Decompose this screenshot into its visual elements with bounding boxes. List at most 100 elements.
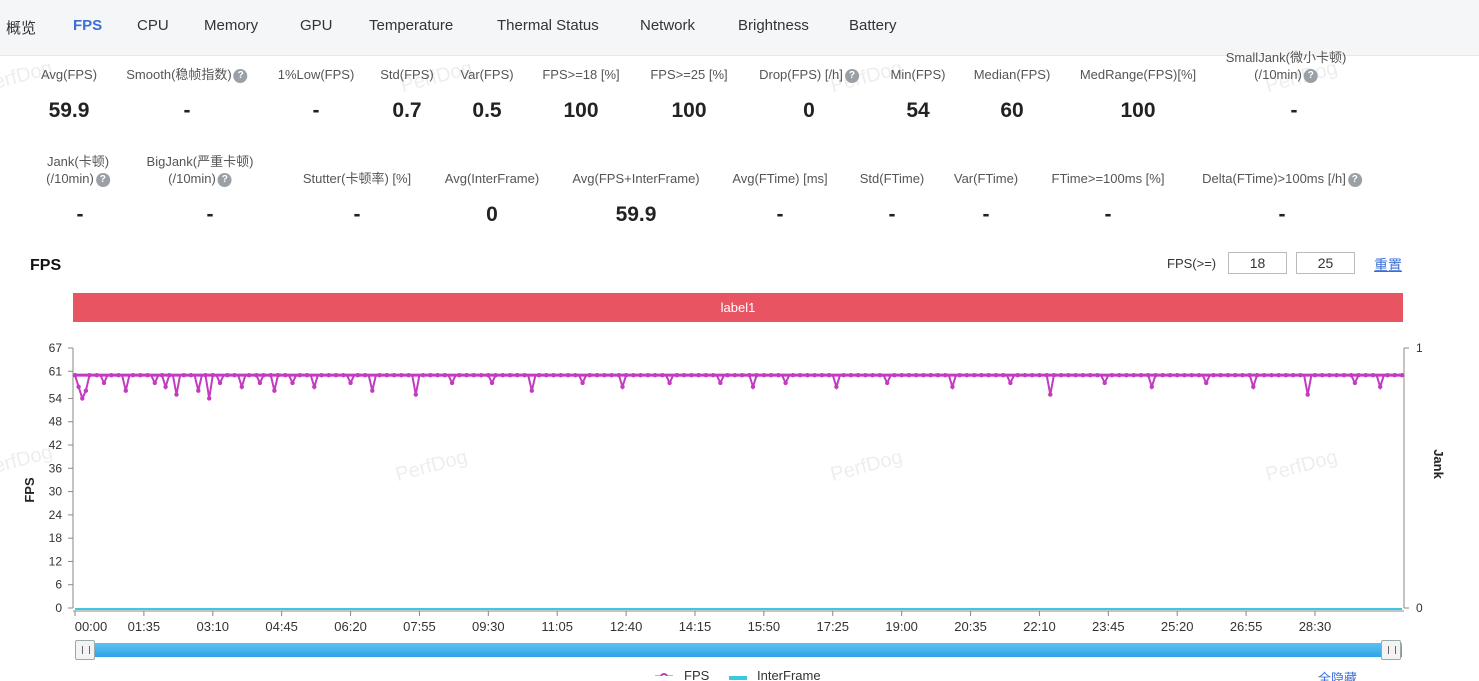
metric-value-ftime-ge-100ms: -: [1104, 203, 1112, 226]
fps-point: [1269, 373, 1274, 378]
tab-battery[interactable]: Battery: [849, 17, 897, 34]
metric-label-drop-fps: Drop(FPS) [/h]?: [759, 66, 859, 83]
fps-point: [1167, 373, 1173, 378]
tab-thermal-status[interactable]: Thermal Status: [497, 17, 599, 34]
metric-value-jank: -: [76, 203, 84, 226]
tab-gpu[interactable]: GPU: [300, 17, 333, 34]
fps-point: [616, 373, 622, 378]
fps-point: [1117, 373, 1122, 378]
tab-network[interactable]: Network: [640, 17, 696, 34]
fps-chart[interactable]: 67 61 54 48 42 36 30 24 18 12 6 0 1 0 00:00 01:35 03:10…: [0, 330, 1479, 635]
hide-all-button[interactable]: 全隐藏: [1318, 671, 1358, 681]
help-icon[interactable]: ?: [1347, 173, 1362, 187]
threshold-input-2[interactable]: [1296, 252, 1355, 274]
metric-label-avg-fps-interframe: Avg(FPS+InterFrame): [572, 171, 700, 186]
fps-point: [1305, 392, 1310, 397]
fps-point: [1204, 380, 1209, 386]
fps-point: [83, 388, 89, 393]
x-tick-label: 09:30: [472, 619, 505, 634]
legend-item-interframe[interactable]: InterFrame: [757, 668, 821, 681]
fps-point: [72, 373, 78, 378]
fps-point: [1225, 373, 1231, 378]
x-tick-label: 25:20: [1161, 619, 1194, 634]
label-band[interactable]: label1: [73, 293, 1403, 322]
fps-point: [986, 373, 991, 378]
fps-point: [899, 373, 904, 378]
metric-label-avg-ftime: Avg(FTime) [ms]: [732, 171, 828, 186]
fps-point: [587, 373, 592, 378]
fps-point: [696, 373, 701, 378]
metric-label-fps-ge-25: FPS>=25 [%]: [650, 67, 728, 82]
x-tick-label: 26:55: [1230, 619, 1263, 634]
fps-point: [689, 373, 694, 378]
x-tick-label: 19:00: [885, 619, 918, 634]
fps-point: [1356, 373, 1361, 378]
y-tick-label: 6: [55, 578, 62, 592]
slider-handle-left[interactable]: [75, 640, 95, 660]
fps-point: [631, 373, 636, 378]
fps-point: [841, 373, 846, 378]
fps-point: [1149, 384, 1155, 389]
fps-point: [257, 380, 263, 386]
fps-point: [921, 373, 926, 378]
metric-value-std-ftime: -: [888, 203, 896, 226]
fps-point: [377, 373, 382, 378]
metric-label-smooth: Smooth(稳帧指数)?: [126, 66, 248, 83]
tab-overview[interactable]: 概览: [6, 20, 37, 37]
help-icon[interactable]: ?: [1303, 69, 1318, 83]
tab-brightness[interactable]: Brightness: [738, 17, 809, 34]
reset-button[interactable]: 重置: [1374, 257, 1402, 273]
fps-point: [536, 373, 542, 378]
fps-point: [812, 373, 817, 378]
fps-point: [848, 373, 854, 378]
fps-point: [790, 373, 796, 378]
x-tick-label: 28:30: [1299, 619, 1332, 634]
x-tick-label: 04:45: [265, 619, 298, 634]
fps-point: [1378, 384, 1383, 389]
fps-point: [1015, 373, 1020, 378]
help-icon[interactable]: ?: [233, 69, 248, 83]
y2-tick-label: 0: [1416, 601, 1423, 615]
fps-point: [471, 373, 476, 378]
tab-temperature[interactable]: Temperature: [369, 17, 454, 34]
fps-point: [565, 373, 571, 378]
fps-point: [1175, 373, 1180, 378]
fps-point: [1001, 373, 1006, 378]
metric-label-medrange-fps: MedRange(FPS)[%]: [1079, 67, 1197, 82]
fps-point: [1399, 373, 1405, 378]
fps-point: [1291, 373, 1296, 378]
time-range-slider[interactable]: [76, 643, 1402, 657]
fps-point: [1109, 373, 1115, 378]
metric-value-var-ftime: -: [982, 203, 990, 226]
threshold-input-1[interactable]: [1228, 252, 1287, 274]
fps-point: [181, 373, 186, 378]
x-tick-label: 07:55: [403, 619, 436, 634]
fps-point: [972, 373, 977, 378]
metric-label-ftime-ge-100ms: FTime>=100ms [%]: [1051, 171, 1165, 186]
fps-point: [188, 373, 194, 378]
fps-point: [406, 373, 411, 378]
tab-memory[interactable]: Memory: [204, 17, 259, 34]
fps-point: [1066, 373, 1071, 378]
fps-point: [732, 373, 738, 378]
fps-point: [203, 373, 208, 378]
legend-item-fps[interactable]: FPS: [684, 668, 710, 681]
slider-handle-right[interactable]: [1381, 640, 1401, 660]
tab-cpu[interactable]: CPU: [137, 17, 169, 34]
tab-fps[interactable]: FPS: [73, 17, 103, 34]
help-icon[interactable]: ?: [217, 173, 232, 187]
help-icon[interactable]: ?: [95, 173, 110, 187]
fps-point: [1392, 373, 1397, 378]
fps-point: [1080, 373, 1086, 378]
fps-point: [544, 373, 549, 378]
x-tick-label: 17:25: [816, 619, 849, 634]
help-icon[interactable]: ?: [844, 69, 859, 83]
metric-value-median-fps: 60: [1000, 99, 1024, 122]
fps-point: [892, 373, 897, 378]
fps-point: [326, 373, 331, 378]
fps-point: [413, 392, 418, 397]
fps-point: [718, 380, 723, 386]
fps-point: [681, 373, 687, 378]
fps-point: [645, 373, 651, 378]
x-tick-label: 03:10: [197, 619, 230, 634]
